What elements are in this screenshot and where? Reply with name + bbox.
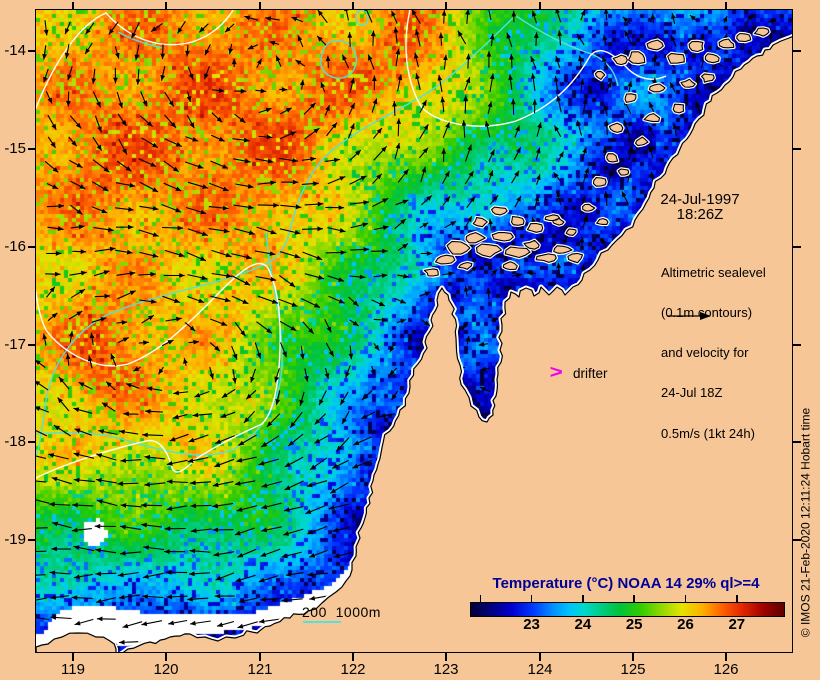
- lon-tick: [72, 2, 74, 10]
- lon-tick: [539, 653, 541, 661]
- colorbar-tick-label: 27: [728, 616, 746, 633]
- lat-tick-label: -15: [4, 140, 26, 157]
- observation-time: 18:26Z: [676, 206, 724, 223]
- lon-tick-label: 126: [713, 661, 739, 678]
- bathymetry-contour: [117, 31, 163, 49]
- lon-tick-label: 121: [247, 661, 273, 678]
- lat-tick-label: -16: [4, 238, 26, 255]
- colorbar-tick-label: 24: [574, 616, 592, 633]
- lat-tick: [793, 539, 801, 541]
- lon-tick: [725, 2, 727, 10]
- lon-tick: [165, 653, 167, 661]
- bathymetry-contour: [515, 15, 619, 87]
- altimetry-legend: Altimetric sealevel (0.1m contours) and …: [661, 239, 766, 467]
- colorbar-tick: [633, 595, 635, 602]
- drifter-label: drifter: [573, 366, 608, 381]
- lon-tick-label: 120: [153, 661, 179, 678]
- altimetry-legend-line: Altimetric sealevel: [661, 264, 766, 280]
- colorbar-tick-label: 26: [677, 616, 694, 633]
- lat-tick: [793, 344, 801, 346]
- depth-contour-legend: 200 1000m: [302, 604, 381, 620]
- colorbar-tick: [736, 595, 738, 602]
- colorbar-tick-label: 25: [625, 616, 643, 633]
- temperature-colorbar: [470, 602, 785, 617]
- lon-tick-label: 119: [61, 661, 85, 678]
- velocity-scale-arrow: [667, 312, 711, 320]
- altimetry-legend-line: 24-Jul 18Z: [661, 385, 723, 401]
- mainland: [121, 35, 793, 653]
- colorbar-tick: [684, 595, 687, 602]
- lon-tick: [165, 2, 167, 10]
- lon-tick-label: 122: [340, 661, 366, 678]
- lon-tick: [259, 2, 261, 10]
- lon-tick: [352, 653, 354, 661]
- altimetry-legend-line: and velocity for: [661, 345, 749, 361]
- altimetry-legend-line: (0.1m contours): [661, 305, 753, 321]
- lat-tick: [28, 539, 36, 541]
- lon-tick: [632, 653, 634, 661]
- depth-contour-legend-line: [303, 621, 341, 623]
- lat-tick: [793, 441, 801, 443]
- lat-tick-label: -14: [4, 42, 26, 59]
- lat-tick-label: -19: [4, 531, 26, 548]
- lat-tick: [28, 50, 36, 52]
- lon-tick-label: 125: [620, 661, 646, 678]
- lon-tick: [72, 653, 74, 661]
- lat-tick: [28, 148, 36, 150]
- bathymetry-contour: [36, 17, 514, 457]
- velocity-arrows: [36, 10, 777, 647]
- lon-tick: [445, 653, 447, 661]
- drifter-marker-icon: >: [549, 362, 563, 382]
- lat-tick: [28, 441, 36, 443]
- islands: [423, 27, 770, 277]
- lat-tick: [793, 148, 801, 150]
- lon-tick-label: 124: [527, 661, 553, 678]
- lon-tick: [725, 653, 727, 661]
- lon-tick: [445, 2, 447, 10]
- copyright-text: © IMOS 21-Feb-2020 12:11:24 Hobart time: [798, 407, 813, 638]
- sealevel-contour: [405, 10, 667, 127]
- coastal-strip: [36, 632, 117, 653]
- bathymetry-contour: [320, 40, 357, 79]
- lat-tick: [793, 50, 801, 52]
- lat-tick: [793, 246, 801, 248]
- sealevel-contour: [36, 10, 234, 109]
- bathymetry-contour: [355, 10, 369, 26]
- colorbar-title: Temperature (°C) NOAA 14 29% ql>=4: [492, 575, 760, 592]
- altimetry-legend-line: 0.5m/s (1kt 24h): [661, 425, 755, 441]
- colorbar-tick: [479, 595, 481, 602]
- lat-tick: [28, 344, 36, 346]
- lat-tick: [28, 246, 36, 248]
- colorbar-tick: [530, 595, 533, 602]
- observation-date: 24-Jul-1997: [660, 191, 740, 208]
- lon-tick: [259, 653, 261, 661]
- lon-tick: [632, 2, 634, 10]
- lat-tick-label: -18: [4, 433, 26, 450]
- lon-tick-label: 123: [433, 661, 459, 678]
- sealevel-contour: [36, 262, 281, 479]
- lat-tick-label: -17: [4, 336, 26, 353]
- lon-tick: [539, 2, 541, 10]
- colorbar-tick: [582, 595, 584, 602]
- colorbar-tick-label: 23: [523, 616, 540, 633]
- lon-tick: [352, 2, 354, 10]
